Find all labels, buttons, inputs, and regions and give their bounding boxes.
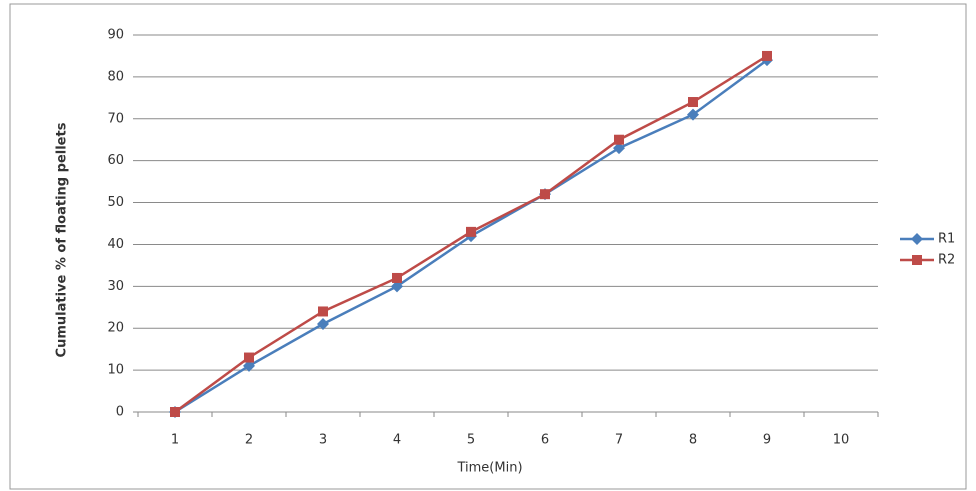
y-tick-label: 30 (107, 279, 124, 294)
x-axis-label: Time(Min) (456, 461, 522, 476)
x-tick-label: 8 (689, 433, 697, 448)
data-point (614, 134, 624, 145)
y-tick-label: 80 (107, 69, 124, 84)
legend-marker (911, 233, 923, 245)
y-tick-label: 50 (107, 195, 124, 210)
legend-label: R1 (938, 232, 955, 247)
x-tick-label: 5 (467, 433, 475, 448)
x-tick-label: 6 (541, 433, 549, 448)
data-point (688, 97, 698, 108)
data-point (317, 318, 329, 331)
y-axis-label: Cumulative % of floating pellets (55, 122, 70, 357)
data-point (318, 306, 328, 317)
x-tick-label: 4 (393, 433, 401, 448)
chart-frame (9, 3, 967, 490)
y-tick-label: 0 (116, 405, 124, 420)
data-point (243, 359, 255, 372)
y-tick-label: 90 (107, 28, 124, 43)
data-point (244, 352, 254, 363)
x-tick-label: 1 (171, 433, 179, 448)
data-point (391, 280, 403, 293)
data-point (170, 407, 180, 417)
y-tick-label: 70 (107, 111, 124, 126)
legend-label: R2 (938, 253, 955, 268)
legend-marker (912, 255, 922, 265)
data-point (687, 108, 699, 121)
data-point (540, 189, 550, 200)
x-tick-label: 9 (763, 433, 771, 448)
data-point (613, 142, 625, 155)
y-tick-label: 20 (107, 321, 124, 336)
x-tick-label: 10 (833, 433, 850, 448)
x-tick-label: 7 (615, 433, 623, 448)
data-point (762, 50, 772, 61)
y-tick-label: 10 (107, 363, 124, 378)
x-tick-label: 3 (319, 433, 327, 448)
x-tick-label: 2 (245, 433, 253, 448)
y-tick-label: 60 (107, 153, 124, 168)
data-point (392, 272, 402, 283)
data-point (466, 226, 476, 237)
y-tick-label: 40 (107, 237, 124, 252)
